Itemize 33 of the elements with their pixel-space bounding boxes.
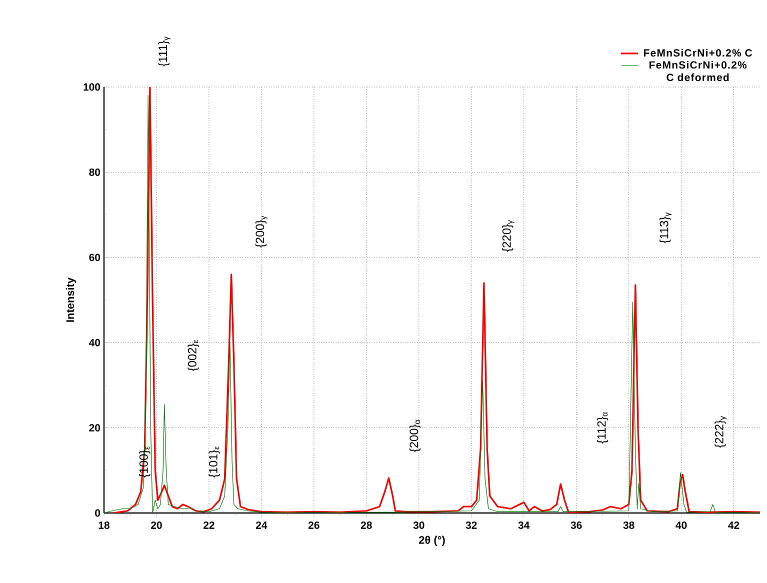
y-tick-label: 40 [89, 338, 100, 346]
x-tick-label: 18 [98, 522, 110, 529]
annotation: {200}$_{α}$ [409, 420, 421, 452]
annotation: {002}$_{ε}$ [188, 340, 199, 372]
x-tick-label: 22 [204, 522, 214, 529]
x-tick-label: 20 [151, 522, 162, 529]
y-axis-title: Intensity [66, 278, 76, 322]
x-tick-label: 38 [623, 522, 634, 529]
annotation: {200}$_{γ}$ [255, 216, 268, 248]
annotation: {100}$_{ε}$ [139, 446, 150, 478]
y-tick-label: 100 [84, 83, 100, 91]
x-tick-label: 40 [676, 522, 687, 529]
x-tick-label: 32 [466, 522, 477, 529]
y-tick-label: 60 [89, 254, 100, 262]
y-tick-label: 20 [89, 424, 100, 432]
x-tick-label: 36 [570, 522, 582, 529]
x-tick-label: 26 [308, 522, 320, 529]
x-tick-label: 28 [360, 522, 372, 529]
annotation: {222}$_{γ}$ [714, 416, 727, 448]
x-axis-title: 2θ (°) [419, 536, 445, 546]
annotation: {101}$_{ε}$ [208, 446, 220, 478]
y-tick-label: 0 [95, 509, 100, 517]
x-tick-label: 24 [256, 522, 268, 529]
y-tick-label: 80 [89, 168, 100, 176]
annotation: {220}$_{γ}$ [502, 220, 514, 252]
legend-label: FeMnSiCrNi+0.2% C [644, 48, 752, 57]
x-tick-label: 30 [413, 522, 424, 529]
text: {111}$_{γ}$ [158, 36, 170, 66]
x-tick-label: 34 [518, 522, 530, 529]
legend-label: FeMnSiCrNi+0.2% C deformed [650, 60, 747, 82]
annotation: {113}$_{γ}$ [660, 212, 672, 244]
x-tick-label: 42 [728, 522, 740, 529]
annotation: {112}$_{α}$ [597, 412, 608, 444]
